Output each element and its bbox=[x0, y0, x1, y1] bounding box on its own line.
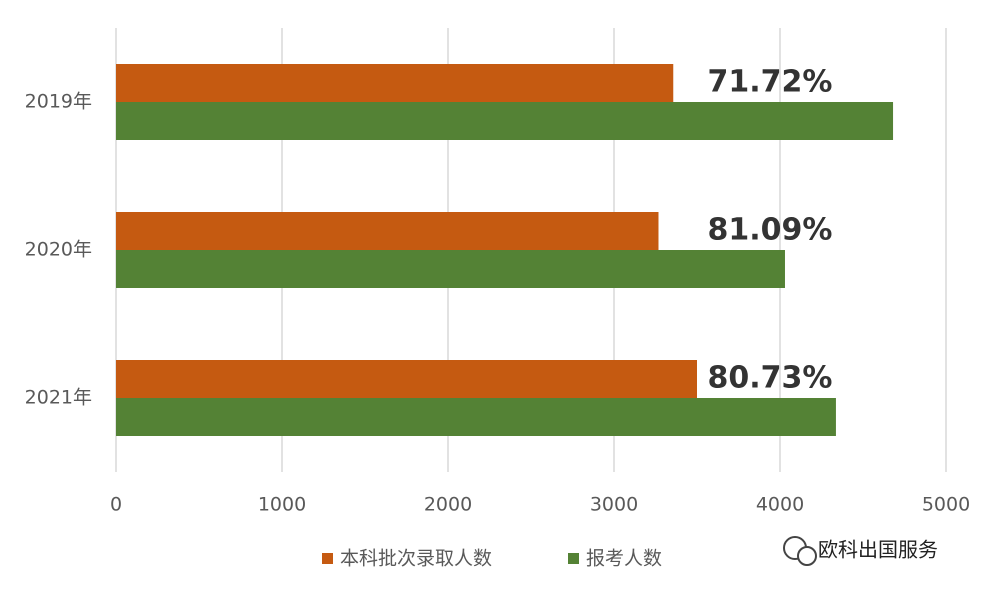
bar bbox=[116, 212, 659, 250]
watermark-icon bbox=[797, 546, 817, 566]
bar bbox=[116, 102, 894, 140]
y-tick-label: 2021年 bbox=[25, 387, 92, 409]
annotation: 81.09% bbox=[708, 213, 833, 248]
bar bbox=[116, 360, 697, 398]
bar bbox=[116, 64, 674, 102]
x-tick-label: 3000 bbox=[590, 494, 638, 516]
x-tick-label: 5000 bbox=[922, 494, 970, 516]
bar bbox=[116, 398, 836, 436]
watermark: 欧科出国服务 bbox=[783, 536, 938, 566]
bar bbox=[116, 250, 785, 288]
legend-swatch bbox=[568, 553, 579, 564]
x-tick-label: 4000 bbox=[756, 494, 804, 516]
x-tick-label: 0 bbox=[110, 494, 122, 516]
y-tick-label: 2019年 bbox=[25, 91, 92, 113]
x-tick-label: 1000 bbox=[258, 494, 306, 516]
x-tick-label: 2000 bbox=[424, 494, 472, 516]
y-tick-label: 2020年 bbox=[25, 239, 92, 261]
legend-swatch bbox=[322, 553, 333, 564]
annotation: 71.72% bbox=[708, 65, 833, 100]
watermark-text: 欧科出国服务 bbox=[818, 538, 938, 562]
annotation: 80.73% bbox=[708, 361, 833, 396]
legend-label: 报考人数 bbox=[586, 548, 662, 570]
legend-label: 本科批次录取人数 bbox=[340, 548, 492, 570]
